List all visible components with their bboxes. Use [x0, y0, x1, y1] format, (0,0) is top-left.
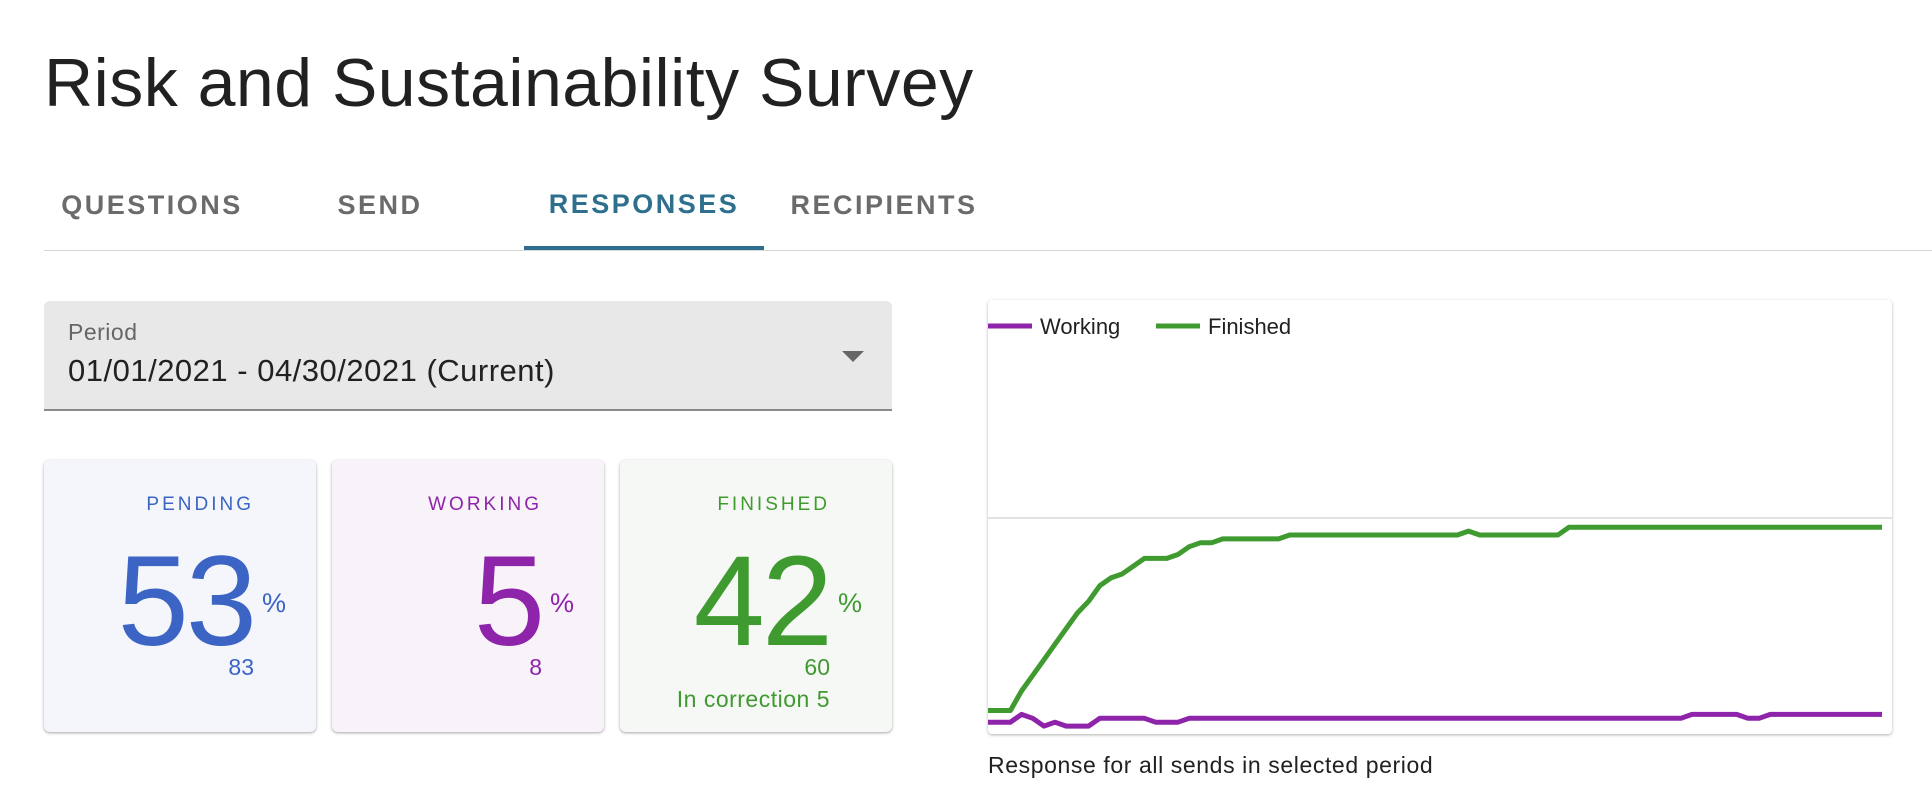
- series-line-finished: [988, 524, 1882, 713]
- finished-percent: 42: [693, 530, 833, 673]
- finished-percent-unit: %: [837, 588, 862, 618]
- working-percent: 5: [473, 530, 545, 673]
- chart-canvas: Working Finished: [988, 314, 1892, 729]
- tab-recipients[interactable]: RECIPIENTS: [790, 189, 978, 220]
- working-percent-unit: %: [549, 588, 574, 618]
- responses-chart: Working Finished: [988, 300, 1892, 734]
- period-select[interactable]: Period 01/01/2021 - 04/30/2021 (Current): [44, 301, 892, 411]
- dropdown-arrow-icon[interactable]: [842, 351, 864, 362]
- tab-send[interactable]: SEND: [337, 189, 423, 220]
- finished-card: FINISHED 42 % 60 In correction 5: [620, 460, 892, 732]
- working-card: WORKING 5 % 8: [332, 460, 604, 732]
- finished-count: 60: [804, 654, 830, 680]
- pending-card: PENDING 53 % 83: [44, 460, 316, 732]
- period-value: 01/01/2021 - 04/30/2021 (Current): [68, 353, 555, 388]
- legend-label-working[interactable]: Working: [1040, 314, 1120, 339]
- pending-count: 83: [228, 654, 254, 680]
- pending-percent-unit: %: [261, 588, 286, 618]
- chart-caption: Response for all sends in selected perio…: [988, 752, 1434, 778]
- tab-responses[interactable]: RESPONSES: [524, 162, 764, 250]
- tab-questions[interactable]: QUESTIONS: [61, 189, 243, 220]
- finished-label: FINISHED: [717, 494, 830, 515]
- chart-series: [988, 524, 1882, 729]
- page-title: Risk and Sustainability Survey: [44, 45, 974, 121]
- in-correction-text: In correction 5: [676, 686, 830, 712]
- tab-bar: QUESTIONS SEND RESPONSES RECIPIENTS: [44, 162, 1932, 251]
- period-label: Period: [68, 319, 138, 345]
- working-count: 8: [529, 654, 542, 680]
- legend-label-finished[interactable]: Finished: [1208, 314, 1291, 339]
- chart-legend: Working Finished: [988, 314, 1291, 339]
- series-line-working: [988, 711, 1882, 729]
- pending-percent: 53: [117, 530, 257, 673]
- pending-label: PENDING: [146, 494, 254, 515]
- working-label: WORKING: [428, 494, 542, 515]
